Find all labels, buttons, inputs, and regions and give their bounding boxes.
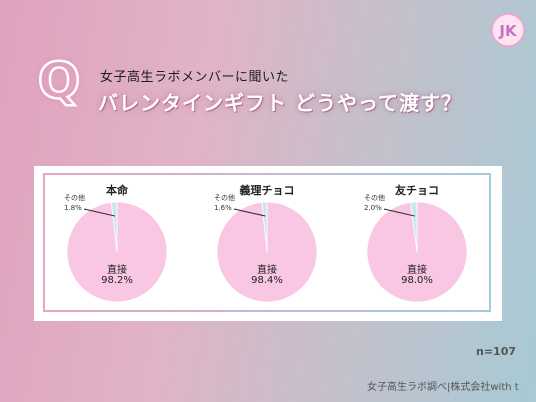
q-badge: Q <box>36 51 81 108</box>
main-label: 直接 <box>107 265 127 276</box>
pie-slice-other <box>110 201 118 253</box>
q-letter: Q <box>38 52 81 108</box>
other-value: 1.6% <box>214 204 232 212</box>
pie-title: 義理チョコ <box>239 184 295 197</box>
pie-chart-honmei: 本命 その他 1.8% 直接 98.2% <box>42 166 192 321</box>
chart-panel: 本命 その他 1.8% 直接 98.2% 義理チョコ その他 1.6% 直接 9… <box>34 166 502 321</box>
pie-title: 本命 <box>106 184 128 197</box>
main-label: 直接 <box>257 265 277 276</box>
pie-chart-giri: 義理チョコ その他 1.6% 直接 98.4% <box>192 166 342 321</box>
other-value: 2.0% <box>364 204 382 212</box>
pie-svg-giri <box>216 201 318 303</box>
pie-chart-tomo: 友チョコ その他 2.0% 直接 98.0% <box>342 166 492 321</box>
source-credit: 女子高生ラボ調べ|株式会社with t <box>367 382 519 393</box>
header-title: バレンタインギフト どうやって渡す？ <box>98 91 462 115</box>
pie-slice-other <box>261 201 268 253</box>
pie-slice-other <box>410 201 418 253</box>
main-value: 98.2% <box>101 275 133 286</box>
header-subtitle: 女子高生ラボメンバーに聞いた <box>100 70 290 85</box>
pie-svg-honmei <box>66 201 168 303</box>
leader-line <box>383 208 415 217</box>
leader-line <box>233 208 266 217</box>
other-label: その他 <box>64 194 85 202</box>
sample-size: n=107 <box>476 345 517 358</box>
pie-title: 友チョコ <box>395 184 439 197</box>
other-value: 1.8% <box>64 204 82 212</box>
logo-text: JK <box>498 22 518 40</box>
main-value: 98.4% <box>251 275 283 286</box>
jk-logo: JK <box>491 13 525 47</box>
pie-svg-tomo <box>366 201 468 303</box>
leader-line <box>83 208 116 217</box>
main-label: 直接 <box>407 265 427 276</box>
other-label: その他 <box>214 194 235 202</box>
main-value: 98.0% <box>401 275 433 286</box>
other-label: その他 <box>364 194 385 202</box>
